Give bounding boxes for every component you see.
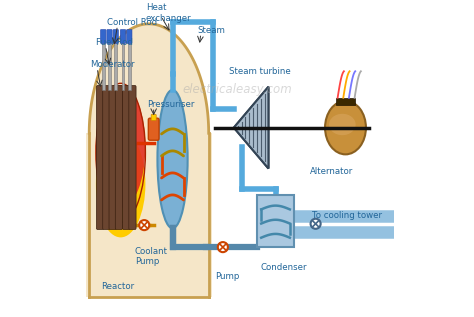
Text: Steam: Steam (198, 26, 226, 35)
Polygon shape (260, 100, 264, 156)
Text: Moderator: Moderator (90, 60, 134, 69)
FancyBboxPatch shape (114, 40, 117, 90)
Circle shape (139, 220, 149, 230)
Ellipse shape (329, 114, 356, 135)
FancyBboxPatch shape (109, 86, 116, 230)
FancyBboxPatch shape (107, 29, 112, 43)
Text: electricaleasy.com: electricaleasy.com (182, 83, 292, 96)
FancyBboxPatch shape (120, 29, 126, 43)
Ellipse shape (96, 131, 146, 237)
FancyBboxPatch shape (96, 86, 104, 230)
Text: Pump: Pump (216, 273, 240, 281)
Text: Alternator: Alternator (310, 167, 353, 176)
Text: Fuel Rod: Fuel Rod (96, 38, 133, 47)
Text: Pressuriser: Pressuriser (147, 100, 195, 108)
FancyBboxPatch shape (115, 86, 123, 230)
Ellipse shape (105, 105, 130, 163)
Polygon shape (238, 123, 243, 132)
Text: Steam turbine: Steam turbine (229, 67, 291, 75)
Polygon shape (251, 109, 255, 146)
Polygon shape (234, 87, 268, 169)
FancyBboxPatch shape (148, 118, 159, 140)
FancyBboxPatch shape (108, 40, 111, 90)
Circle shape (310, 219, 320, 229)
Bar (89, 133, 209, 297)
Circle shape (218, 242, 228, 252)
FancyBboxPatch shape (127, 29, 132, 43)
FancyBboxPatch shape (113, 29, 118, 43)
Polygon shape (243, 118, 247, 137)
Ellipse shape (96, 85, 146, 208)
Ellipse shape (325, 101, 366, 154)
Text: To cooling tower: To cooling tower (312, 211, 383, 220)
Ellipse shape (89, 24, 209, 243)
Bar (86, 133, 212, 297)
Text: Coolant
Pump: Coolant Pump (135, 247, 168, 266)
FancyBboxPatch shape (257, 195, 293, 247)
FancyBboxPatch shape (102, 40, 105, 90)
FancyBboxPatch shape (128, 40, 131, 90)
Text: Control Rod: Control Rod (107, 18, 156, 27)
FancyBboxPatch shape (103, 86, 110, 230)
Text: Reactor: Reactor (101, 282, 134, 291)
Text: Heat
exchanger: Heat exchanger (146, 3, 191, 23)
Polygon shape (264, 95, 268, 160)
FancyBboxPatch shape (100, 29, 106, 43)
FancyBboxPatch shape (122, 40, 125, 90)
Ellipse shape (157, 90, 188, 228)
Polygon shape (247, 113, 251, 142)
FancyBboxPatch shape (336, 98, 355, 105)
FancyBboxPatch shape (123, 86, 130, 230)
FancyBboxPatch shape (129, 86, 136, 230)
Polygon shape (255, 104, 260, 151)
FancyBboxPatch shape (151, 114, 156, 120)
Text: Condenser: Condenser (261, 263, 307, 272)
